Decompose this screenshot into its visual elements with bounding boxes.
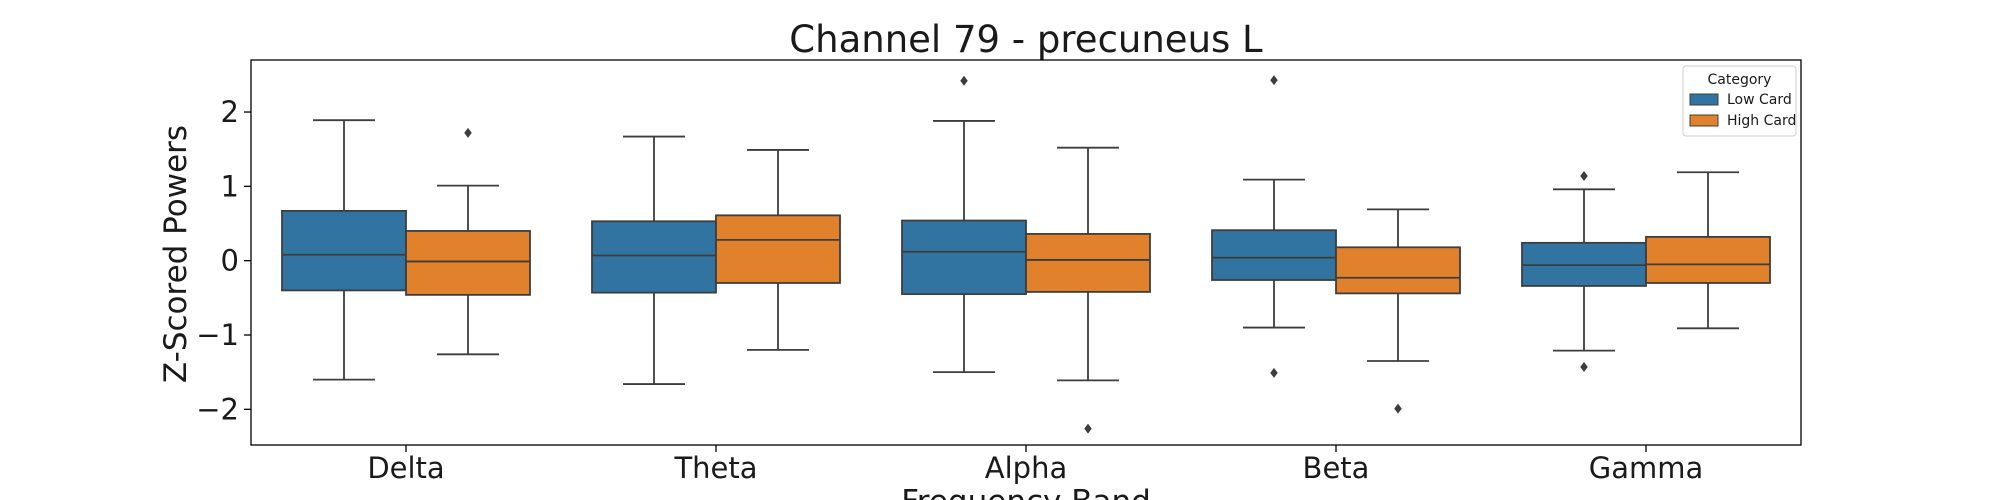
box-body: [591, 220, 717, 294]
y-tick-label: −2: [196, 392, 239, 426]
box-body: [1335, 246, 1461, 295]
box-body: [715, 214, 841, 284]
legend-title: Category: [1708, 72, 1772, 88]
outlier-point: [1394, 403, 1402, 414]
x-axis-label: Frequency Band: [901, 484, 1151, 500]
x-tick-label: Alpha: [985, 451, 1067, 485]
outlier-point: [464, 127, 472, 138]
y-axis-label: Z-Scored Powers: [158, 125, 194, 383]
box-high-card-beta: [1335, 208, 1461, 414]
box-high-card-gamma: [1645, 171, 1771, 330]
x-tick-label: Beta: [1303, 451, 1370, 485]
y-tick-label: −1: [196, 318, 239, 352]
outlier-point: [1580, 170, 1588, 181]
box-body: [281, 209, 407, 292]
box-high-card-theta: [715, 149, 841, 351]
outlier-point: [1084, 423, 1092, 434]
x-tick-label: Theta: [673, 451, 757, 485]
box-low-card-theta: [591, 135, 717, 385]
box-low-card-beta: [1211, 75, 1337, 378]
x-tick-label: Gamma: [1589, 451, 1704, 485]
legend-swatch: [1689, 93, 1719, 106]
legend-swatch: [1689, 114, 1719, 127]
box-high-card-delta: [405, 127, 531, 356]
box-high-card-alpha: [1025, 146, 1151, 434]
outlier-point: [1580, 361, 1588, 372]
legend: Category Low Card High Card: [1682, 65, 1797, 137]
plot-area: −2 −1 0 1 2 Delta Theta Alpha Beta Gamma: [196, 59, 1802, 485]
box-body: [1025, 233, 1151, 293]
y-tick-label: 2: [221, 95, 239, 129]
box-body: [901, 219, 1027, 296]
box-low-card-alpha: [901, 75, 1027, 374]
legend-label: High Card: [1727, 113, 1796, 129]
x-tick-label: Delta: [367, 451, 444, 485]
y-tick-label: 1: [221, 169, 239, 203]
outlier-point: [1270, 367, 1278, 378]
y-tick-label: 0: [221, 244, 239, 278]
box-body: [1645, 235, 1771, 284]
legend-label: Low Card: [1727, 92, 1792, 108]
box-body: [405, 230, 531, 296]
box-low-card-gamma: [1521, 170, 1647, 372]
outlier-point: [1270, 75, 1278, 86]
chart-title: Channel 79 - precuneus L: [789, 18, 1263, 61]
box-body: [1211, 229, 1337, 281]
outlier-point: [960, 75, 968, 86]
box-low-card-delta: [281, 119, 407, 381]
